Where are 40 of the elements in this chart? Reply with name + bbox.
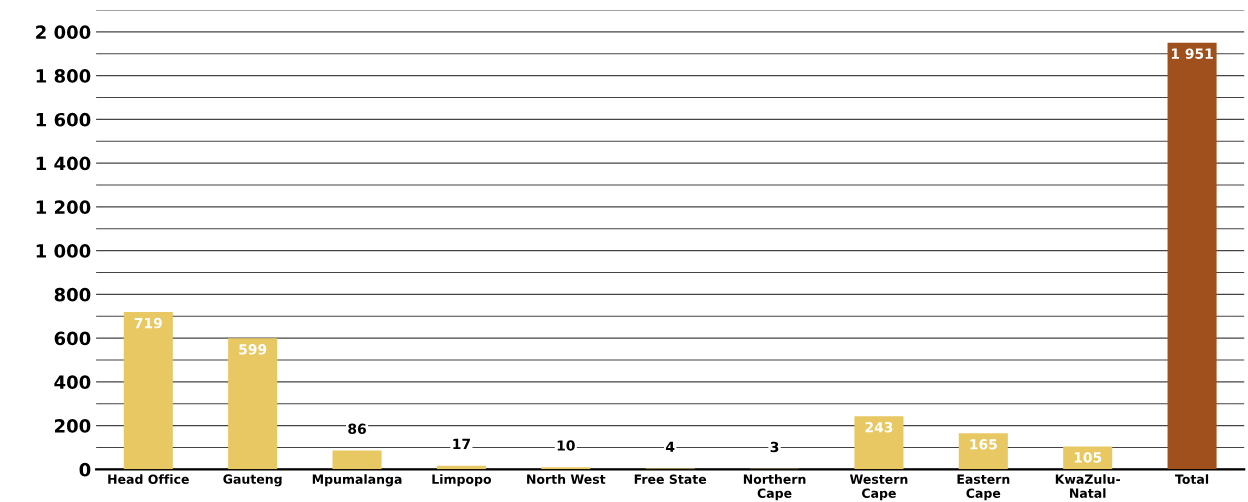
x-tick-label: Eastern Cape (957, 474, 1010, 501)
data-label: 17 (453, 438, 470, 449)
y-tick-label: 600 (54, 331, 91, 346)
x-tick-label: Limpopo (432, 474, 492, 487)
x-tick-label: Free State (634, 474, 707, 484)
y-tick-label: 1 800 (36, 69, 91, 83)
y-tick-label: 800 (54, 287, 91, 302)
data-label: 10 (557, 440, 575, 451)
y-tick-label: 200 (54, 419, 91, 433)
x-tick-label: Mpumalanga (312, 474, 402, 487)
x-tick-label: Gauteng (223, 474, 282, 487)
data-label: 719 (134, 317, 162, 329)
data-label: 86 (348, 423, 366, 435)
y-tick-label: 1 600 (36, 112, 91, 127)
data-label: 105 (1074, 452, 1102, 463)
data-label: 599 (239, 344, 267, 355)
y-tick-label: 1 400 (36, 156, 91, 171)
x-tick-label: Head Office (108, 474, 189, 484)
data-label: 4 (665, 441, 675, 452)
data-label: 243 (865, 421, 893, 433)
y-tick-label: 1 000 (36, 244, 91, 258)
x-tick-label: Western Cape (849, 474, 908, 501)
bar (541, 467, 591, 470)
bar (123, 312, 173, 470)
data-label: 1 951 (1171, 48, 1213, 59)
y-tick-label: 1 200 (36, 200, 91, 215)
x-tick-label: Total (1175, 474, 1209, 484)
data-label: 165 (970, 439, 997, 450)
y-tick-label: 0 (79, 462, 91, 477)
bar (854, 416, 904, 470)
bar (1167, 42, 1217, 470)
y-tick-label: 2 000 (36, 25, 91, 40)
x-tick-label: KwaZulu- Natal (1055, 474, 1121, 498)
bar (958, 433, 1008, 470)
x-tick-label: North West (527, 474, 606, 484)
x-tick-label: Northern Cape (743, 474, 806, 501)
bar (228, 338, 278, 470)
bar (332, 450, 382, 470)
data-label: 3 (770, 441, 779, 453)
y-tick-label: 400 (54, 375, 91, 389)
